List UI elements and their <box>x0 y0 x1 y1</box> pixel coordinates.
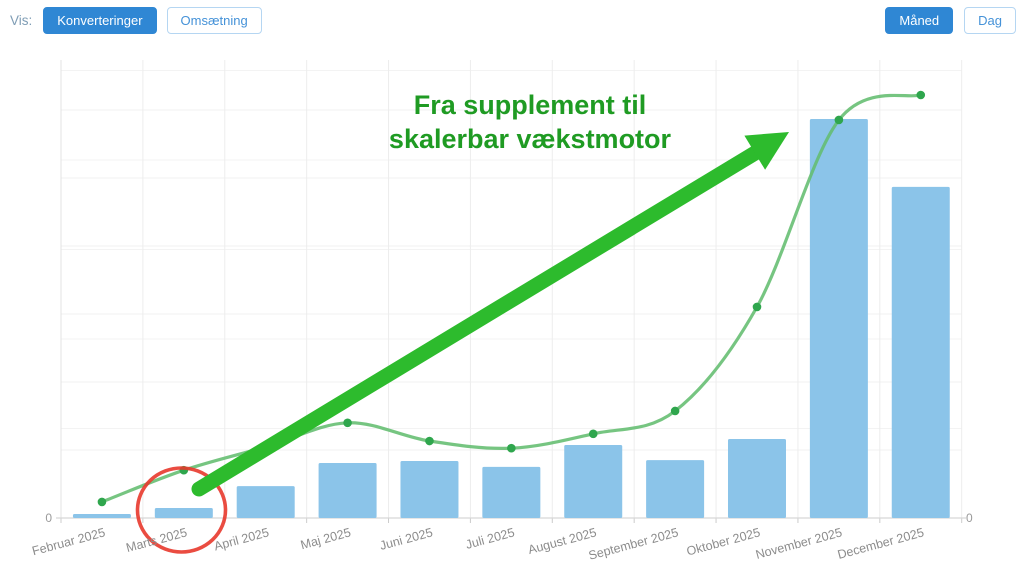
view-toggle-konverteringer[interactable]: Konverteringer <box>43 7 157 34</box>
trend-point-1[interactable] <box>97 497 107 507</box>
x-axis-label-4: Maj 2025 <box>299 525 352 552</box>
chart-bar-1[interactable] <box>72 514 131 518</box>
x-axis-label-5: Juni 2025 <box>378 525 434 553</box>
x-axis-label-6: Juli 2025 <box>464 525 516 551</box>
trend-point-11[interactable] <box>916 90 926 100</box>
period-toggle-group: Måned Dag <box>885 7 1016 34</box>
chart-bar-11[interactable] <box>891 186 950 518</box>
growth-arrow-head <box>744 132 789 170</box>
trend-point-6[interactable] <box>507 443 516 453</box>
x-axis-label-9: Oktober 2025 <box>685 525 762 558</box>
trend-point-4[interactable] <box>343 418 352 428</box>
trend-point-10[interactable] <box>834 115 844 125</box>
vis-label: Vis: <box>10 13 33 28</box>
toolbar: Vis: Konverteringer Omsætning Måned Dag <box>0 0 1024 40</box>
chart-canvas[interactable]: Februar 2025 Marts 2025 April 2025 Maj 2025… <box>0 40 1024 570</box>
x-axis-label-11: December 2025 <box>836 525 926 562</box>
x-axis-label-10: November 2025 <box>754 525 844 562</box>
y-axis-right-zero-label: 0 <box>966 511 973 525</box>
chart-bar-6[interactable] <box>482 466 541 518</box>
trend-point-8[interactable] <box>670 406 680 416</box>
chart-bar-5[interactable] <box>400 460 459 518</box>
chart-bar-10[interactable] <box>809 119 868 518</box>
x-axis-label-1: Februar 2025 <box>31 525 107 558</box>
trend-point-5[interactable] <box>425 436 434 446</box>
chart-bar-7[interactable] <box>564 444 623 518</box>
highlight-circle-annotation <box>135 466 228 554</box>
trend-point-7[interactable] <box>588 429 598 439</box>
trend-point-9[interactable] <box>752 302 762 312</box>
chart-bar-2[interactable] <box>154 508 213 518</box>
view-toggle-omsaetning[interactable]: Omsætning <box>166 7 262 34</box>
chart-bar-3[interactable] <box>236 486 295 518</box>
chart-bar-9[interactable] <box>727 438 786 518</box>
y-axis-left-zero-label: 0 <box>45 511 52 525</box>
view-toggle-group: Vis: Konverteringer Omsætning <box>10 7 262 34</box>
conversion-chart[interactable]: Februar 2025 Marts 2025 April 2025 Maj 2025… <box>0 40 1024 570</box>
x-axis-label-8: September 2025 <box>587 525 680 562</box>
chart-bar-4[interactable] <box>318 462 377 518</box>
growth-arrow-shaft <box>191 142 768 497</box>
chart-bar-8[interactable] <box>646 460 705 518</box>
period-toggle-maaned[interactable]: Måned <box>885 7 954 34</box>
period-toggle-dag[interactable]: Dag <box>964 7 1016 34</box>
